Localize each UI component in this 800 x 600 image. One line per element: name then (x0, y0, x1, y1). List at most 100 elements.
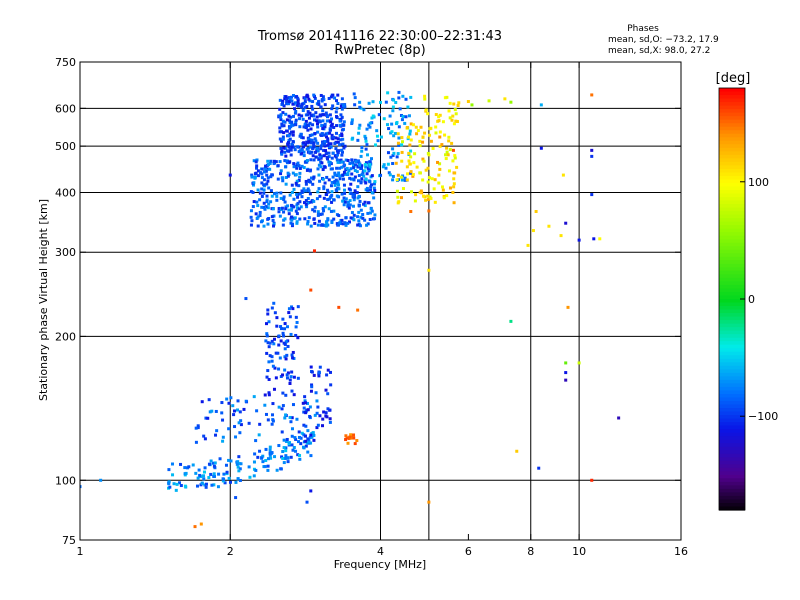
data-point (220, 411, 224, 415)
data-point (270, 173, 274, 177)
data-point (221, 439, 225, 443)
data-point (452, 122, 456, 126)
data-point (325, 193, 329, 197)
data-point (278, 126, 282, 130)
data-point (400, 196, 404, 200)
data-point (321, 207, 325, 211)
data-point (279, 130, 283, 134)
data-point (321, 417, 325, 421)
data-point (291, 307, 295, 311)
data-point (254, 439, 258, 443)
data-point (312, 199, 316, 203)
data-point (310, 199, 314, 203)
data-point (266, 163, 270, 167)
data-point (196, 476, 200, 480)
data-point (209, 459, 213, 463)
data-point (256, 188, 260, 192)
data-point (356, 223, 360, 227)
data-point (291, 133, 295, 137)
data-point (289, 455, 293, 459)
data-point (409, 122, 413, 126)
data-point (342, 188, 346, 192)
data-point (401, 140, 405, 144)
data-point (400, 118, 404, 122)
data-point (322, 148, 326, 152)
data-point (304, 401, 308, 405)
data-point (316, 423, 320, 427)
data-point (258, 191, 262, 195)
colorbar-tick-label: 100 (748, 176, 769, 189)
data-point (340, 160, 344, 164)
data-point (285, 376, 289, 380)
data-point (361, 213, 365, 217)
data-point (342, 170, 346, 174)
data-point (457, 101, 461, 105)
data-point (272, 159, 276, 163)
data-point (341, 177, 345, 181)
data-point (302, 423, 306, 427)
data-point (279, 374, 283, 378)
data-point (360, 177, 364, 181)
data-point (313, 221, 317, 225)
data-point (377, 113, 381, 117)
data-point (360, 173, 364, 177)
data-point (270, 306, 274, 310)
data-point (292, 197, 296, 201)
data-point (337, 183, 341, 187)
colorbar-segment (719, 313, 745, 318)
data-point (447, 135, 451, 139)
data-point (368, 125, 372, 129)
data-point (323, 181, 327, 185)
data-point (353, 103, 357, 107)
data-point (314, 150, 318, 154)
data-point (266, 222, 270, 226)
data-point (290, 120, 294, 124)
data-point (324, 132, 328, 136)
data-point (396, 173, 400, 177)
data-point (323, 103, 327, 107)
data-point (198, 473, 202, 477)
data-point (309, 389, 313, 393)
data-point (264, 459, 268, 463)
data-point (387, 171, 391, 175)
data-point (256, 174, 260, 178)
data-point (349, 177, 353, 181)
data-point (373, 213, 377, 217)
data-point (368, 165, 372, 169)
data-point (371, 114, 375, 118)
data-point (208, 410, 212, 414)
data-point (315, 197, 319, 201)
data-point (289, 332, 293, 336)
data-point (279, 196, 283, 200)
colorbar-segment (719, 485, 745, 490)
data-point (242, 407, 246, 411)
data-point (391, 109, 395, 113)
colorbar-segment (719, 228, 745, 233)
data-point (338, 177, 342, 181)
data-point (315, 122, 319, 126)
data-point (248, 475, 252, 479)
data-point (269, 159, 273, 163)
colorbar-segment (719, 355, 745, 360)
colorbar-segment (719, 316, 745, 321)
data-point (234, 496, 238, 500)
data-point (308, 99, 312, 103)
data-point (231, 404, 235, 408)
data-point (279, 115, 283, 119)
data-point (319, 165, 323, 169)
data-point (272, 222, 276, 226)
data-point (196, 426, 200, 430)
data-point (283, 368, 287, 372)
data-point (293, 148, 297, 152)
y-tick-label: 500 (55, 140, 76, 153)
data-point (335, 222, 339, 226)
data-point (325, 415, 329, 419)
data-point (290, 427, 294, 431)
data-point (590, 148, 594, 152)
data-point (322, 154, 326, 158)
data-point (299, 205, 303, 209)
data-point (295, 179, 299, 183)
data-point (328, 128, 332, 132)
data-point (221, 418, 225, 422)
colorbar-segment (719, 291, 745, 297)
